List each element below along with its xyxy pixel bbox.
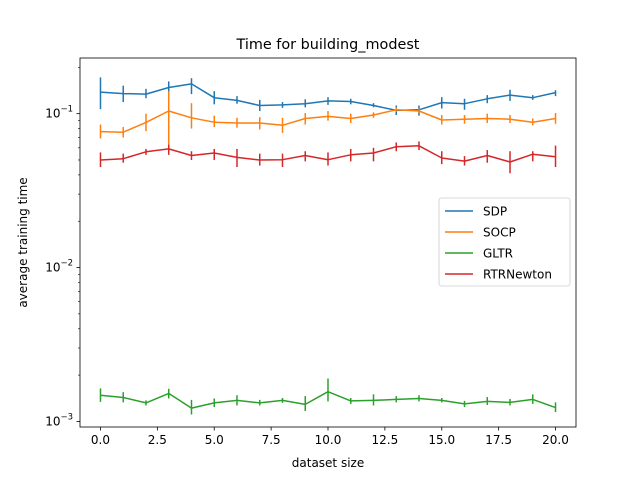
series-2-line [100,390,556,409]
plot-frame [79,57,577,428]
x-tick-label-2: 5.0 [205,433,224,447]
y-tick-base-1: 10 [45,261,60,275]
legend-label-1: SOCP [483,226,516,240]
series-3 [99,141,557,174]
x-axis-label: dataset size [292,456,364,470]
x-tick-label-1: 2.5 [148,433,167,447]
x-tick-label-3: 7.5 [262,433,281,447]
x-tick-label-8: 20.0 [542,433,569,447]
x-tick-label-4: 10.0 [315,433,342,447]
y-tick-label-2: 10−1 [45,105,73,121]
series-1 [99,91,557,145]
y-axis-label: average training time [16,177,30,307]
y-tick-base-0: 10 [45,414,60,428]
x-tick-label-0: 0.0 [91,433,110,447]
y-tick-label-0: 10−3 [45,412,73,428]
y-tick-base-2: 10 [45,107,60,121]
series-layer [99,77,557,415]
x-tick-label-5: 12.5 [372,433,399,447]
x-tick-label-6: 15.0 [428,433,455,447]
chart-title: Time for building_modest [236,37,420,53]
series-1-line [100,109,556,133]
y-tick-exponent-2: −1 [60,105,73,115]
series-0-line [100,83,556,112]
series-3-line [100,145,556,163]
axes-layer: 0.0 2.5 5.0 7.5 10.0 12.5 15.0 17.5 20.010−310−2… [45,67,569,447]
x-tick-label-7: 17.5 [485,433,512,447]
legend-label-3: RTRNewton [483,268,552,282]
legend-label-0: SDP [483,205,507,219]
series-2 [99,378,557,415]
legend-box [438,197,571,287]
legend: SDP SOCP GLTR RTRNewton [438,197,571,287]
y-tick-exponent-0: −3 [60,412,73,422]
y-tick-exponent-1: −2 [60,259,73,269]
y-tick-label-1: 10−2 [45,259,73,275]
legend-label-2: GLTR [483,247,513,261]
